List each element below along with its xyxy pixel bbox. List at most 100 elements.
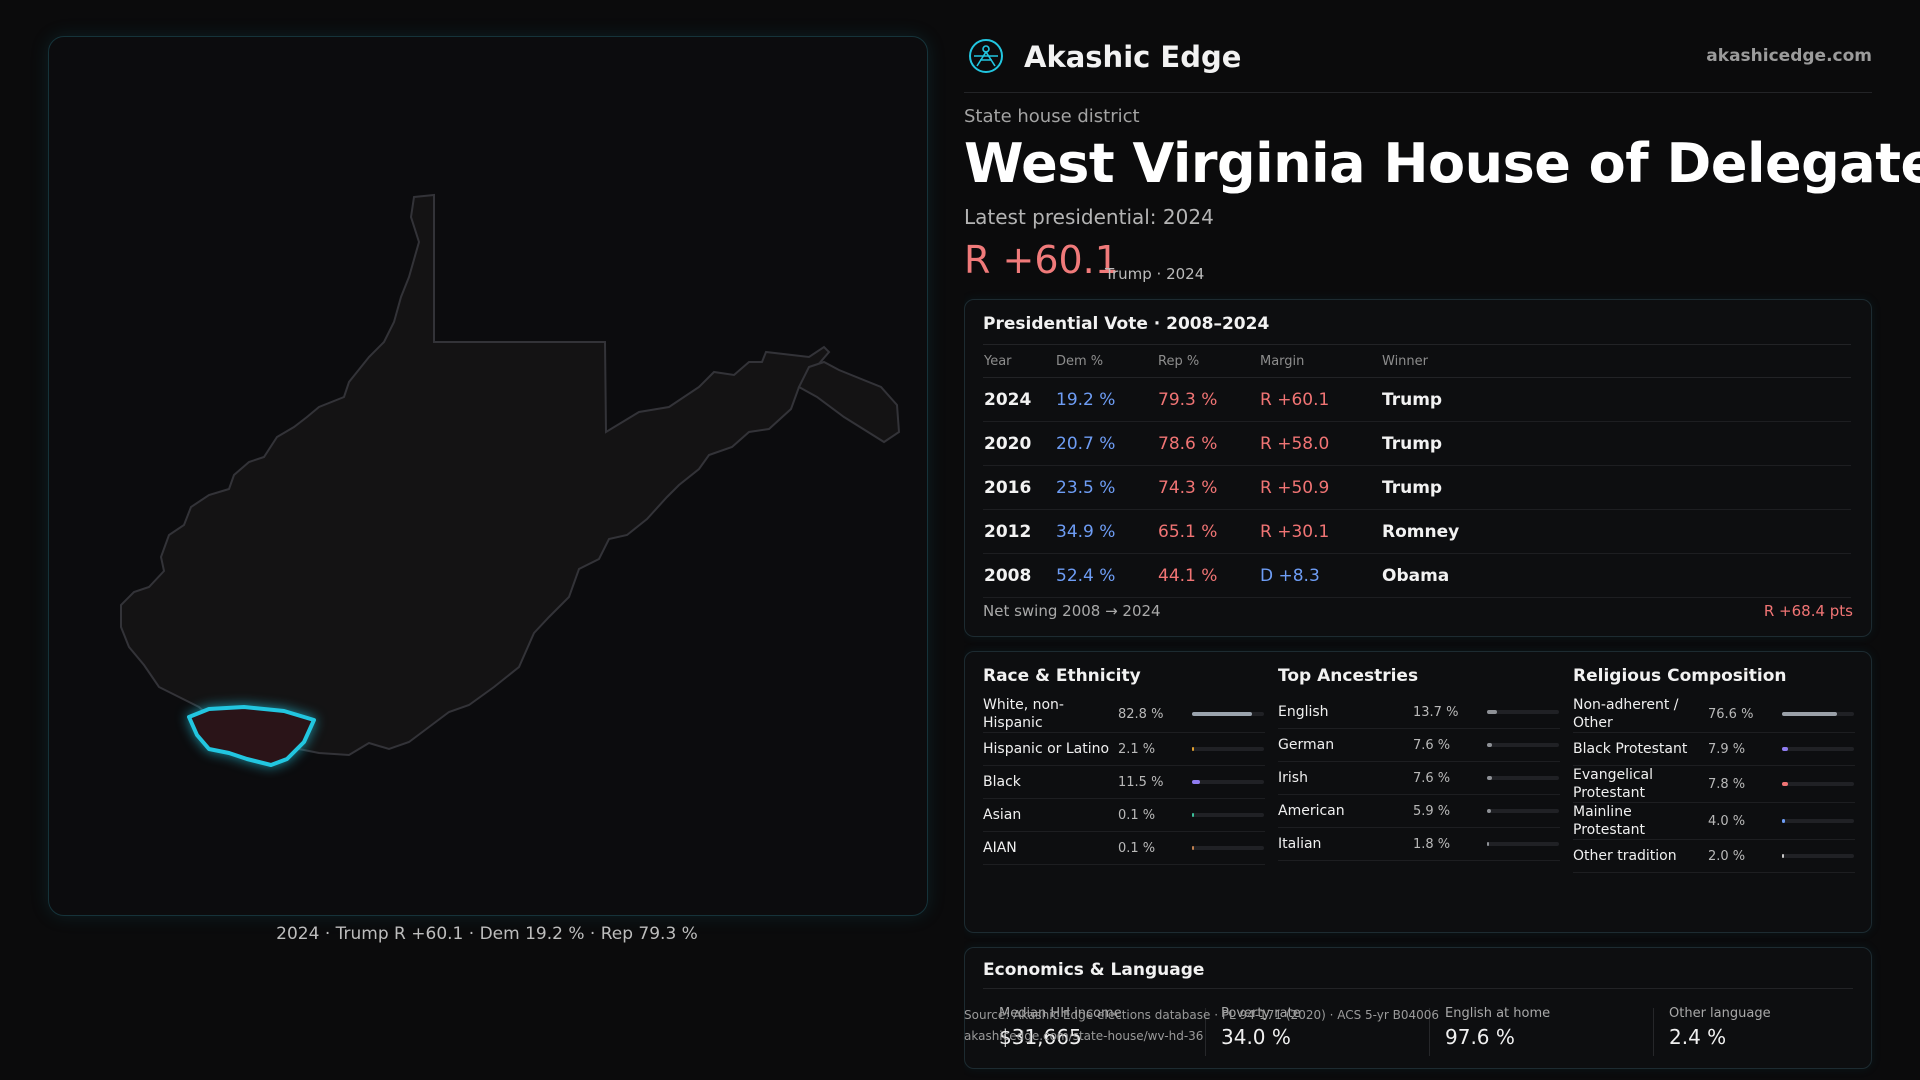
- col-header-rep: Rep %: [1157, 344, 1259, 378]
- race-bar-fill: [1192, 846, 1194, 850]
- list-item: Black 11.5 %: [983, 766, 1265, 799]
- table-row: 2020 20.7 % 78.6 % R +58.0 Trump: [983, 421, 1851, 466]
- cell-margin: R +58.0: [1259, 421, 1381, 466]
- ancestry-bar: [1487, 710, 1559, 714]
- source-link[interactable]: akashicedge.com/state-house/wv-hd-36: [964, 1029, 1204, 1043]
- cell-rep: 74.3 %: [1157, 465, 1259, 510]
- race-label: Hispanic or Latino: [983, 741, 1110, 757]
- religion-bar-fill: [1782, 819, 1785, 823]
- religion-label: Black Protestant: [1573, 741, 1688, 757]
- ancestry-value: 5.9 %: [1413, 803, 1451, 819]
- religion-bar: [1782, 712, 1854, 716]
- brand-name[interactable]: Akashic Edge: [1024, 40, 1242, 74]
- religion-value: 4.0 %: [1708, 813, 1746, 829]
- race-bar: [1192, 813, 1264, 817]
- stat-label: Other language: [1669, 1006, 1771, 1021]
- stat-value: 97.6 %: [1445, 1025, 1515, 1049]
- ancestry-label: English: [1278, 704, 1329, 720]
- cell-winner: Obama: [1381, 553, 1851, 598]
- source-text: Source: Akashic Edge elections database …: [964, 1008, 1440, 1022]
- list-item: White, non-Hispanic 82.8 %: [983, 696, 1265, 733]
- table-row: 2024 19.2 % 79.3 % R +60.1 Trump: [983, 377, 1851, 422]
- race-bar-fill: [1192, 780, 1201, 784]
- headline-margin-sub: Trump · 2024: [1105, 265, 1205, 283]
- religion-bar: [1782, 819, 1854, 823]
- col-header-year: Year: [983, 344, 1055, 378]
- net-swing-label: Net swing 2008 → 2024: [983, 602, 1161, 620]
- cell-year: 2024: [983, 377, 1055, 422]
- presidential-vote-title: Presidential Vote · 2008–2024: [983, 314, 1270, 334]
- page-title: West Virginia House of Delegates Distric…: [964, 132, 1920, 195]
- cell-winner: Trump: [1381, 421, 1851, 466]
- religion-bar-fill: [1782, 854, 1784, 858]
- cell-rep: 65.1 %: [1157, 509, 1259, 554]
- stat-other-language: Other language 2.4 %: [1669, 1006, 1771, 1049]
- ancestry-bar-fill: [1487, 842, 1489, 846]
- race-bar-fill: [1192, 712, 1252, 716]
- ancestry-label: German: [1278, 737, 1335, 753]
- ancestry-bar-fill: [1487, 710, 1497, 714]
- list-item: Irish 7.6 %: [1278, 762, 1560, 795]
- cell-margin: R +30.1: [1259, 509, 1381, 554]
- race-value: 0.1 %: [1118, 807, 1156, 823]
- religion-title: Religious Composition: [1573, 666, 1787, 686]
- state-outline: [120, 193, 831, 757]
- stat-poverty-rate: Poverty rate 34.0 %: [1221, 1006, 1301, 1049]
- cell-year: 2012: [983, 509, 1055, 554]
- race-label: AIAN: [983, 840, 1017, 856]
- religion-label: Non-adherent / Other: [1573, 697, 1679, 731]
- ancestry-column: Top Ancestries English 13.7 % German 7.6…: [1278, 666, 1560, 861]
- list-item: Asian 0.1 %: [983, 799, 1265, 832]
- cell-year: 2020: [983, 421, 1055, 466]
- divider: [1429, 1008, 1430, 1056]
- religion-value: 7.9 %: [1708, 741, 1746, 757]
- race-ethnicity-column: Race & Ethnicity White, non-Hispanic 82.…: [983, 666, 1265, 865]
- ancestry-bar: [1487, 776, 1559, 780]
- race-value: 11.5 %: [1118, 774, 1164, 790]
- demographics-card: Race & Ethnicity White, non-Hispanic 82.…: [964, 651, 1872, 933]
- brand-header: Akashic Edge akashicedge.com: [964, 36, 1872, 93]
- akashic-logo-icon[interactable]: [968, 38, 1004, 74]
- race-label: Asian: [983, 807, 1022, 823]
- religion-bar-fill: [1782, 782, 1788, 786]
- divider: [983, 988, 1853, 989]
- economics-title: Economics & Language: [983, 960, 1205, 980]
- stat-median-income: Median HH income $31,665: [999, 1006, 1122, 1049]
- ancestry-bar-fill: [1487, 809, 1492, 813]
- race-bar: [1192, 846, 1264, 850]
- stat-label: English at home: [1445, 1006, 1551, 1021]
- religion-bar: [1782, 782, 1854, 786]
- cell-rep: 79.3 %: [1157, 377, 1259, 422]
- presidential-vote-table: Year Dem % Rep % Margin Winner 2024 19.2…: [983, 344, 1851, 598]
- col-header-winner: Winner: [1381, 344, 1851, 378]
- ancestry-bar: [1487, 809, 1559, 813]
- religion-label: Mainline Protestant: [1573, 804, 1646, 838]
- map-caption: 2024 · Trump R +60.1 · Dem 19.2 % · Rep …: [276, 924, 698, 944]
- presidential-vote-card: Presidential Vote · 2008–2024 Year Dem %…: [964, 299, 1872, 637]
- ancestry-title: Top Ancestries: [1278, 666, 1419, 686]
- stat-label: Poverty rate: [1221, 1006, 1301, 1021]
- cell-winner: Trump: [1381, 465, 1851, 510]
- brand-url-link[interactable]: akashicedge.com: [1706, 46, 1872, 66]
- ancestry-value: 7.6 %: [1413, 770, 1451, 786]
- ancestry-bar: [1487, 842, 1559, 846]
- list-item: English 13.7 %: [1278, 696, 1560, 729]
- race-value: 82.8 %: [1118, 706, 1164, 722]
- table-row: 2016 23.5 % 74.3 % R +50.9 Trump: [983, 465, 1851, 510]
- col-header-margin: Margin: [1259, 344, 1381, 378]
- district-map[interactable]: [48, 36, 928, 916]
- ancestry-bar: [1487, 743, 1559, 747]
- highlighted-district[interactable]: [187, 705, 316, 767]
- cell-year: 2016: [983, 465, 1055, 510]
- list-item: Non-adherent / Other 76.6 %: [1573, 696, 1855, 733]
- list-item: Black Protestant 7.9 %: [1573, 733, 1855, 766]
- list-item: German 7.6 %: [1278, 729, 1560, 762]
- table-row: 2012 34.9 % 65.1 % R +30.1 Romney: [983, 509, 1851, 554]
- cell-dem: 34.9 %: [1055, 509, 1157, 554]
- cell-rep: 78.6 %: [1157, 421, 1259, 466]
- religion-bar-fill: [1782, 747, 1788, 751]
- religion-label: Other tradition: [1573, 848, 1677, 864]
- ancestry-label: American: [1278, 803, 1345, 819]
- cell-rep: 44.1 %: [1157, 553, 1259, 598]
- cell-margin: R +60.1: [1259, 377, 1381, 422]
